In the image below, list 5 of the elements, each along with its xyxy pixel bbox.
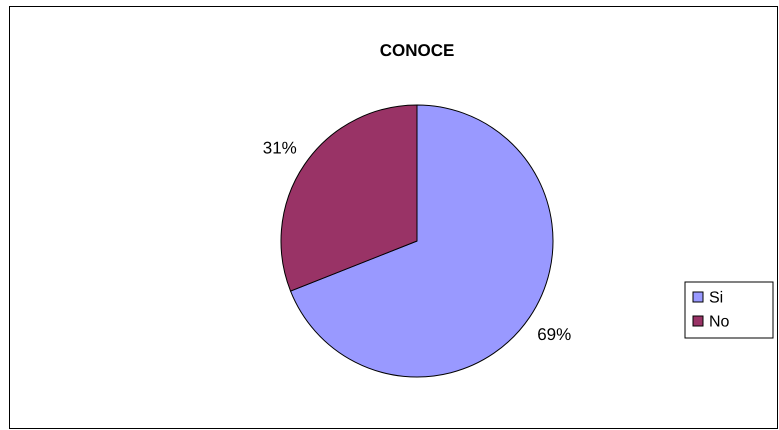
- data-label: 69%: [537, 325, 572, 344]
- chart-title: CONOCE: [380, 41, 454, 60]
- data-label: 31%: [262, 138, 297, 158]
- legend-label: Si: [709, 290, 724, 307]
- legend-label: No: [709, 314, 730, 331]
